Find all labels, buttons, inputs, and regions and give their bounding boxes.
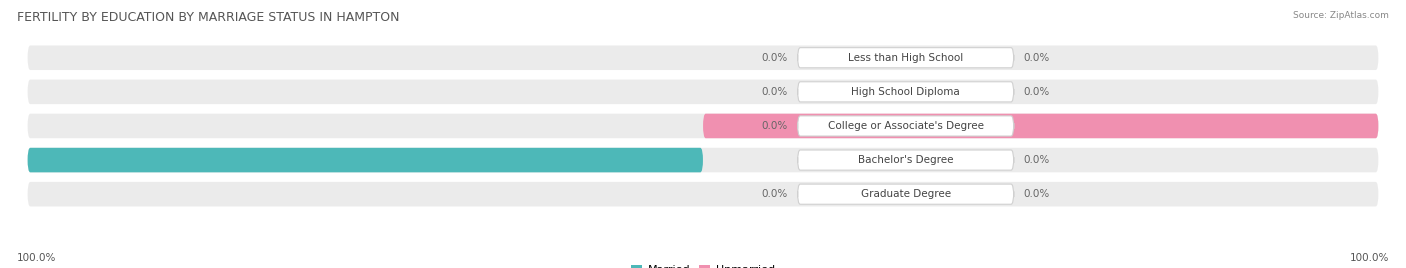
FancyBboxPatch shape (28, 148, 703, 172)
Text: College or Associate's Degree: College or Associate's Degree (828, 121, 984, 131)
Text: Less than High School: Less than High School (848, 53, 963, 63)
FancyBboxPatch shape (797, 82, 1014, 102)
FancyBboxPatch shape (797, 184, 1014, 204)
FancyBboxPatch shape (797, 116, 1014, 136)
Text: FERTILITY BY EDUCATION BY MARRIAGE STATUS IN HAMPTON: FERTILITY BY EDUCATION BY MARRIAGE STATU… (17, 11, 399, 24)
Text: 100.0%: 100.0% (1350, 253, 1389, 263)
Text: 0.0%: 0.0% (761, 189, 787, 199)
FancyBboxPatch shape (28, 46, 1378, 70)
Text: Source: ZipAtlas.com: Source: ZipAtlas.com (1294, 11, 1389, 20)
Text: 0.0%: 0.0% (761, 121, 787, 131)
FancyBboxPatch shape (28, 182, 1378, 206)
Text: High School Diploma: High School Diploma (851, 87, 960, 97)
FancyBboxPatch shape (797, 48, 1014, 68)
Text: 0.0%: 0.0% (1024, 155, 1050, 165)
Legend: Married, Unmarried: Married, Unmarried (627, 261, 779, 268)
Text: 100.0%: 100.0% (17, 253, 56, 263)
Text: Bachelor's Degree: Bachelor's Degree (858, 155, 953, 165)
Text: 0.0%: 0.0% (761, 87, 787, 97)
Text: 0.0%: 0.0% (761, 53, 787, 63)
FancyBboxPatch shape (703, 114, 1378, 138)
FancyBboxPatch shape (797, 150, 1014, 170)
Text: Graduate Degree: Graduate Degree (860, 189, 950, 199)
Text: 0.0%: 0.0% (1024, 53, 1050, 63)
Text: 0.0%: 0.0% (1024, 189, 1050, 199)
Text: 100.0%: 100.0% (0, 155, 17, 165)
Text: 0.0%: 0.0% (1024, 87, 1050, 97)
FancyBboxPatch shape (28, 80, 1378, 104)
FancyBboxPatch shape (28, 114, 1378, 138)
FancyBboxPatch shape (28, 148, 1378, 172)
Text: 100.0%: 100.0% (1389, 121, 1406, 131)
